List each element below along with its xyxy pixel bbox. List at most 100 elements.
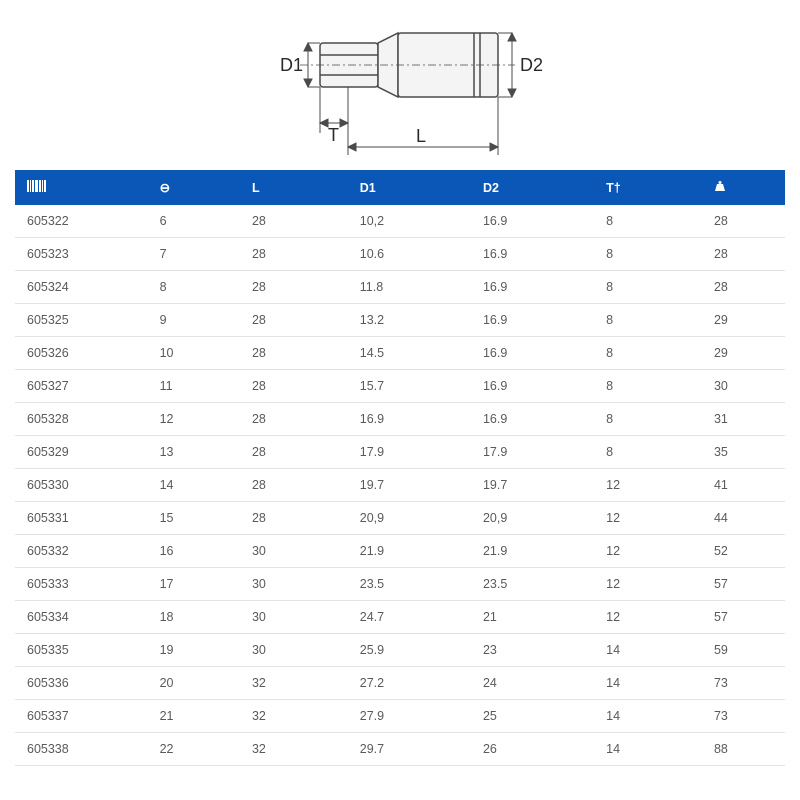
cell-weight: 30 — [708, 370, 785, 403]
cell-code: 605324 — [15, 271, 154, 304]
cell-code: 605335 — [15, 634, 154, 667]
cell-D1: 29.7 — [354, 733, 477, 766]
cell-size: 16 — [154, 535, 246, 568]
cell-D2: 19.7 — [477, 469, 600, 502]
cell-D1: 19.7 — [354, 469, 477, 502]
cell-code: 605325 — [15, 304, 154, 337]
header-code — [15, 170, 154, 205]
cell-code: 605334 — [15, 601, 154, 634]
cell-T: 12 — [600, 469, 708, 502]
cell-L: 30 — [246, 568, 354, 601]
cell-D1: 10.6 — [354, 238, 477, 271]
cell-T: 12 — [600, 568, 708, 601]
cell-D1: 27.2 — [354, 667, 477, 700]
table-row: 605336203227.2241473 — [15, 667, 785, 700]
cell-size: 18 — [154, 601, 246, 634]
cell-L: 28 — [246, 469, 354, 502]
cell-weight: 44 — [708, 502, 785, 535]
cell-D1: 15.7 — [354, 370, 477, 403]
cell-D2: 21.9 — [477, 535, 600, 568]
cell-D2: 16.9 — [477, 337, 600, 370]
table-row: 60532592813.216.9829 — [15, 304, 785, 337]
cell-D1: 17.9 — [354, 436, 477, 469]
socket-diagram: D1 D2 T L — [230, 15, 570, 165]
cell-L: 28 — [246, 304, 354, 337]
cell-T: 14 — [600, 634, 708, 667]
cell-weight: 57 — [708, 601, 785, 634]
cell-weight: 73 — [708, 667, 785, 700]
cell-D2: 21 — [477, 601, 600, 634]
cell-D2: 16.9 — [477, 370, 600, 403]
cell-D2: 23 — [477, 634, 600, 667]
cell-weight: 52 — [708, 535, 785, 568]
table-row: 605333173023.523.51257 — [15, 568, 785, 601]
cell-L: 30 — [246, 535, 354, 568]
cell-weight: 28 — [708, 271, 785, 304]
cell-D1: 13.2 — [354, 304, 477, 337]
table-row: 605327112815.716.9830 — [15, 370, 785, 403]
header-d1: D1 — [354, 170, 477, 205]
cell-L: 32 — [246, 733, 354, 766]
cell-L: 30 — [246, 634, 354, 667]
cell-size: 17 — [154, 568, 246, 601]
cell-D2: 17.9 — [477, 436, 600, 469]
cell-code: 605326 — [15, 337, 154, 370]
cell-T: 14 — [600, 733, 708, 766]
technical-diagram-container: D1 D2 T L — [0, 0, 800, 170]
cell-L: 32 — [246, 667, 354, 700]
cell-T: 8 — [600, 370, 708, 403]
cell-code: 605336 — [15, 667, 154, 700]
cell-size: 7 — [154, 238, 246, 271]
cell-code: 605330 — [15, 469, 154, 502]
cell-L: 32 — [246, 700, 354, 733]
table-row: 605328122816.916.9831 — [15, 403, 785, 436]
cell-D2: 24 — [477, 667, 600, 700]
diagram-label-l: L — [416, 126, 426, 146]
cell-T: 8 — [600, 238, 708, 271]
cell-T: 8 — [600, 337, 708, 370]
cell-T: 8 — [600, 304, 708, 337]
cell-D2: 26 — [477, 733, 600, 766]
cell-D1: 27.9 — [354, 700, 477, 733]
cell-L: 28 — [246, 403, 354, 436]
cell-D2: 25 — [477, 700, 600, 733]
barcode-icon — [27, 180, 46, 192]
header-weight — [708, 170, 785, 205]
cell-size: 21 — [154, 700, 246, 733]
cell-size: 22 — [154, 733, 246, 766]
table-row: 605326102814.516.9829 — [15, 337, 785, 370]
cell-D1: 16.9 — [354, 403, 477, 436]
cell-L: 30 — [246, 601, 354, 634]
cell-D1: 24.7 — [354, 601, 477, 634]
cell-size: 15 — [154, 502, 246, 535]
cell-weight: 41 — [708, 469, 785, 502]
cell-size: 19 — [154, 634, 246, 667]
table-row: 605331152820,920,91244 — [15, 502, 785, 535]
diagram-label-t: T — [328, 125, 339, 145]
cell-code: 605337 — [15, 700, 154, 733]
table-header-row: ⊖ L D1 D2 T† — [15, 170, 785, 205]
cell-T: 8 — [600, 436, 708, 469]
cell-D1: 21.9 — [354, 535, 477, 568]
cell-D2: 16.9 — [477, 238, 600, 271]
cell-T: 8 — [600, 403, 708, 436]
table-body: 60532262810,216.982860532372810.616.9828… — [15, 205, 785, 766]
cell-L: 28 — [246, 337, 354, 370]
cell-weight: 35 — [708, 436, 785, 469]
cell-T: 12 — [600, 502, 708, 535]
header-d2: D2 — [477, 170, 600, 205]
cell-weight: 29 — [708, 337, 785, 370]
cell-weight: 29 — [708, 304, 785, 337]
cell-size: 12 — [154, 403, 246, 436]
cell-L: 28 — [246, 238, 354, 271]
table-row: 605337213227.9251473 — [15, 700, 785, 733]
table-row: 605335193025.9231459 — [15, 634, 785, 667]
cell-L: 28 — [246, 502, 354, 535]
cell-T: 12 — [600, 535, 708, 568]
cell-code: 605332 — [15, 535, 154, 568]
cell-D2: 23.5 — [477, 568, 600, 601]
table-row: 605329132817.917.9835 — [15, 436, 785, 469]
cell-code: 605322 — [15, 205, 154, 238]
cell-D2: 16.9 — [477, 271, 600, 304]
cell-size: 11 — [154, 370, 246, 403]
